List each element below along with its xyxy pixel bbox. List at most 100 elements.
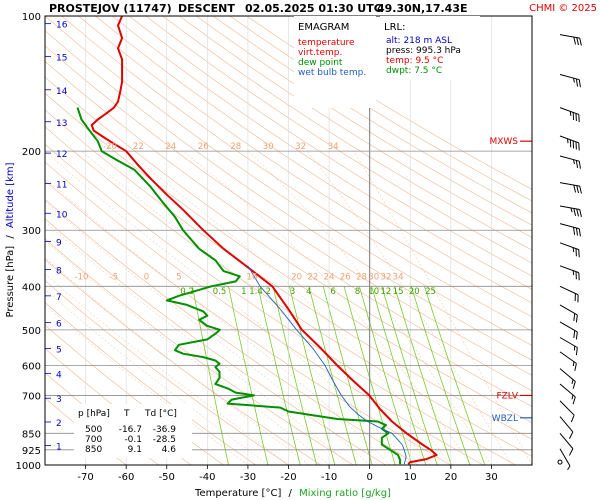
temperature-tick-label: -50 — [159, 472, 175, 483]
pressure-tick-label: 400 — [22, 282, 41, 293]
mixing-ratio-label: 1.4 — [249, 287, 263, 297]
lrl-temp: temp: 9.5 °C — [386, 56, 443, 66]
wind-barb — [559, 400, 575, 423]
dry-adiabat-label: 34 — [328, 142, 339, 152]
altitude-tick-label: 5 — [56, 345, 62, 355]
dry-adiabat-line — [45, 76, 532, 407]
wind-barb-half-feather — [571, 394, 574, 400]
wind-barb-feather — [572, 396, 576, 405]
series-line-temperature — [90, 16, 438, 465]
dry-adiabat-label: -5 — [110, 272, 118, 282]
moist-adiabat-line — [183, 151, 472, 465]
altitude-tick-label: 15 — [56, 53, 67, 63]
wind-barb-feather — [575, 271, 577, 280]
wind-barb-feather — [575, 347, 578, 356]
moist-adiabat-line — [45, 239, 330, 465]
wind-barb-staff — [559, 155, 580, 162]
header-mode: DESCENT — [178, 2, 235, 15]
wind-barb-feather — [578, 272, 580, 281]
pressure-tick-label: 500 — [22, 326, 41, 337]
wind-barb-feather — [575, 160, 579, 169]
wind-barb — [559, 135, 580, 151]
x-axis-mixing-label: Mixing ratio [g/kg] — [299, 488, 391, 499]
wind-barb-feather — [575, 314, 578, 323]
temperature-tick-label: -60 — [118, 472, 134, 483]
wind-barb — [559, 285, 579, 303]
wind-barb-feather — [573, 330, 576, 339]
dry-adiabat-label: 34 — [393, 272, 404, 282]
x-axis-title: Temperature [°C] / Mixing ratio [g/kg] — [194, 488, 391, 499]
dry-adiabat-label: 32 — [295, 142, 306, 152]
dry-adiabat-label: -20 — [103, 142, 117, 152]
mixing-ratio-label: 20 — [409, 287, 420, 297]
wind-barb-feather — [575, 141, 577, 150]
dry-adiabat-line — [128, 16, 532, 277]
temperature-tick-label: -40 — [199, 472, 215, 483]
dry-adiabat-label: 0 — [144, 272, 149, 282]
wind-barb — [559, 432, 574, 456]
wind-barb-feather — [573, 313, 576, 322]
dry-adiabat-label: 24 — [324, 272, 335, 282]
wind-barb-staff — [559, 400, 575, 416]
wind-barb — [559, 205, 582, 218]
wind-barb — [559, 265, 580, 281]
altitude-tick-label: 16 — [56, 21, 68, 31]
wind-barb-staff — [559, 34, 580, 39]
dry-adiabat-label: 26 — [340, 272, 351, 282]
wind-barb-feather — [573, 227, 576, 235]
x-axis-sep: / — [289, 488, 293, 499]
wind-barb-staff — [559, 337, 578, 348]
pressure-tick-label: 600 — [22, 361, 41, 372]
altitude-tick-label: 1 — [56, 443, 62, 453]
table-header-t: T — [123, 409, 130, 419]
wind-barb-staff — [559, 383, 576, 398]
legend-item-wet-bulb: wet bulb temp. — [298, 68, 366, 78]
altitude-tick-label: 6 — [56, 320, 62, 330]
dry-adiabat-line — [212, 16, 532, 214]
wind-barb-feather — [572, 112, 575, 121]
wind-barb-feather — [578, 161, 581, 169]
wind-barb-half-feather — [569, 111, 572, 116]
y-axis-sep: / — [5, 235, 16, 239]
wind-barb-feather — [575, 331, 578, 340]
altitude-tick-label: 2 — [56, 419, 62, 429]
series-line-wet-bulb-temp — [247, 265, 407, 465]
wind-barb-feather — [575, 248, 577, 257]
mixing-ratio-label: 0.2 — [180, 287, 194, 297]
mixing-ratio-label: 12 — [380, 287, 391, 297]
level-label-mxws: MXWS — [489, 137, 518, 147]
wind-barb-calm — [557, 459, 563, 465]
dry-adiabat-line — [229, 16, 532, 202]
credit[interactable]: CHMI © 2025 — [529, 3, 597, 14]
dry-adiabat-label: -10 — [75, 272, 89, 282]
wind-barb-half-feather — [571, 379, 574, 384]
wind-barb-staff — [559, 432, 574, 449]
wind-barb-staff — [559, 135, 579, 144]
dry-adiabat-label: 22 — [307, 272, 318, 282]
wind-barb-feather — [575, 227, 579, 236]
header-datetime: 02.05.2025 01:30 UTC — [245, 2, 382, 15]
dry-adiabat-label: 16 — [247, 272, 258, 282]
legend-title: EMAGRAM — [298, 22, 349, 33]
wind-barb-feather — [570, 414, 575, 423]
mixing-ratio-label: 8 — [355, 287, 360, 297]
wind-barb-staff — [559, 416, 574, 433]
table-row-850-p: 850 — [85, 445, 102, 455]
svg-text:Pressure [hPa] / A: Pressure [hPa] / Altitude [km] — [5, 162, 16, 317]
mixing-ratio-label: 4 — [306, 287, 311, 297]
wind-barb-feather — [576, 37, 579, 46]
altitude-tick-label: 8 — [56, 267, 62, 277]
altitude-tick-label: 12 — [56, 150, 67, 160]
mixing-ratio-label: 6 — [330, 287, 335, 297]
wind-barb-feather — [579, 209, 582, 218]
wind-barb-staff — [559, 368, 576, 382]
lrl-box — [380, 16, 480, 80]
mixing-ratio-label: 1 — [241, 287, 246, 297]
dry-adiabat-line — [45, 30, 532, 361]
wind-barb — [559, 242, 580, 258]
wind-barb-feather — [568, 431, 574, 439]
legend-item-virt-temp: virt.temp. — [298, 48, 342, 58]
wind-barb — [557, 459, 563, 465]
dry-adiabat-label: 20 — [291, 272, 302, 282]
